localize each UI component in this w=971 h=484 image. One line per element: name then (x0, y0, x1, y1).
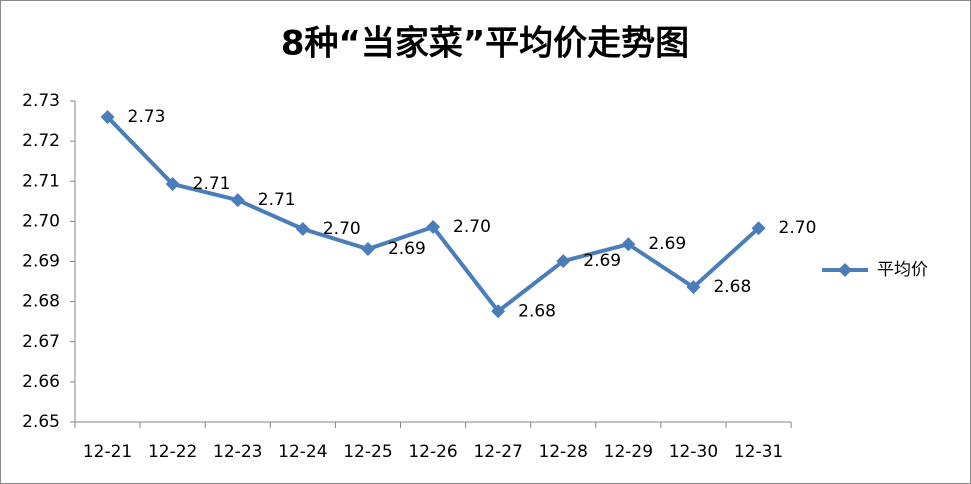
y-tick-label: 2.67 (22, 332, 60, 352)
data-label: 2.70 (779, 218, 817, 238)
data-point (165, 177, 180, 192)
data-label: 2.69 (648, 234, 686, 254)
x-tick-label: 12-24 (278, 442, 327, 462)
data-point (426, 219, 441, 234)
data-label: 2.69 (388, 239, 426, 259)
data-point (751, 221, 766, 236)
y-tick-label: 2.66 (22, 372, 60, 392)
data-point (491, 304, 506, 319)
data-label: 2.70 (323, 219, 361, 239)
x-tick-label: 12-21 (83, 442, 132, 462)
data-point (230, 193, 245, 208)
y-tick-label: 2.69 (22, 252, 60, 272)
chart-title: 8种“当家菜”平均价走势图 (281, 24, 689, 64)
data-point (100, 110, 115, 125)
y-tick-label: 2.70 (22, 211, 60, 231)
data-point (360, 242, 375, 257)
legend-marker (838, 263, 852, 277)
data-point (686, 280, 701, 295)
x-tick-label: 12-27 (473, 442, 522, 462)
data-label: 2.68 (713, 277, 751, 297)
x-tick-label: 12-23 (213, 442, 262, 462)
x-tick-label: 12-31 (734, 442, 783, 462)
data-point (295, 221, 310, 236)
legend-label: 平均价 (877, 260, 928, 280)
x-tick-label: 12-28 (539, 442, 588, 462)
x-tick-label: 12-22 (148, 442, 197, 462)
data-label: 2.71 (258, 190, 296, 210)
y-tick-label: 2.65 (22, 412, 60, 432)
data-point (556, 254, 571, 269)
y-tick-label: 2.72 (22, 131, 60, 151)
y-tick-label: 2.73 (22, 91, 60, 111)
x-tick-label: 12-29 (604, 442, 653, 462)
x-tick-label: 12-25 (343, 442, 392, 462)
data-point (621, 237, 636, 252)
y-tick-label: 2.71 (22, 171, 60, 191)
data-label: 2.73 (128, 107, 166, 127)
data-label: 2.68 (518, 301, 556, 321)
x-tick-label: 12-30 (669, 442, 718, 462)
x-tick-label: 12-26 (408, 442, 457, 462)
data-label: 2.70 (453, 217, 491, 237)
data-label: 2.71 (193, 174, 231, 194)
y-tick-label: 2.68 (22, 292, 60, 312)
data-label: 2.69 (583, 251, 621, 271)
